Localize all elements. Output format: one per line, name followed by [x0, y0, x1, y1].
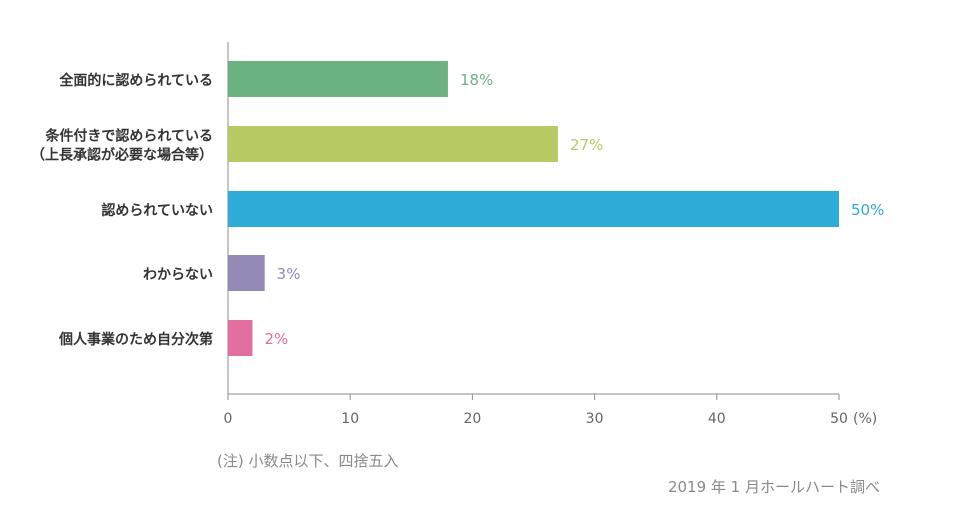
bar [228, 191, 839, 227]
bar [228, 320, 253, 356]
value-label: 2% [264, 330, 288, 348]
x-tick-label: 40 [708, 411, 726, 427]
bar [228, 255, 265, 291]
x-tick-label: 30 [586, 411, 604, 427]
x-tick-label: 10 [341, 411, 359, 427]
value-label: 27% [570, 136, 603, 154]
x-tick-label: 0 [224, 411, 233, 427]
source-note: 2019 年 1 月ホールハート調べ [667, 478, 880, 496]
value-label: 3% [277, 265, 301, 283]
x-tick-label: 20 [463, 411, 481, 427]
value-label: 50% [851, 201, 884, 219]
value-label: 18% [460, 71, 493, 89]
x-tick-label: 50 [830, 411, 848, 427]
bar [228, 126, 558, 162]
x-axis-unit: (%) [853, 411, 877, 427]
bar [228, 61, 448, 97]
footnote: (注) 小数点以下、四捨五入 [217, 452, 399, 470]
category-label: わからない [143, 267, 213, 283]
category-label: 個人事業のため自分次第 [58, 331, 213, 348]
category-label: 認められていない [101, 202, 213, 219]
category-label: （上長承認が必要な場合等） [31, 147, 213, 164]
category-label: 条件付きで認められている [44, 128, 213, 145]
category-label: 全面的に認められている [58, 72, 213, 89]
